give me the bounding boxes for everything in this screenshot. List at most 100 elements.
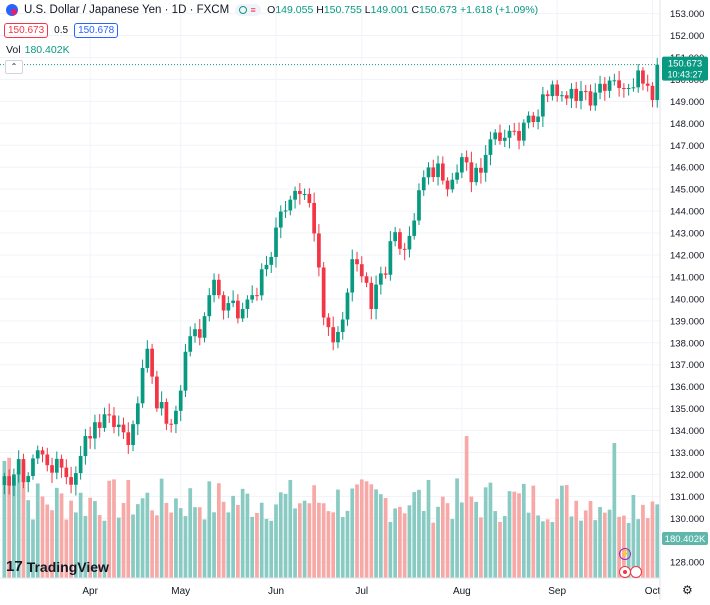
volume-bar [135,504,140,578]
candle-body [250,295,255,300]
volume-bar [650,501,655,578]
volume-bar [507,491,512,578]
candle-body [412,220,417,236]
candle-body [240,308,245,319]
lightning-icon[interactable]: ⚡ [619,548,631,560]
volume-bar [545,519,550,578]
volume-bar [331,512,336,578]
volume-legend[interactable]: Vol 180.402K [6,44,70,56]
candle-body [541,94,545,117]
candle-body [393,232,397,242]
volume-bar [598,506,602,578]
volume-bar [436,506,440,578]
y-tick-label: 149.000 [670,97,704,108]
settings-gear-icon[interactable]: ⚙ [682,583,693,597]
x-tick-label: Oct [645,586,661,597]
candle-body [436,163,440,178]
y-tick-label: 146.000 [670,163,704,174]
candle-body [531,115,536,122]
volume-bar [455,478,459,578]
volume-bar [588,501,593,578]
volume-bar [264,518,269,578]
spread-value: 0.5 [54,25,69,36]
candle-body [107,414,112,416]
candle-body [102,414,107,428]
volume-bar [54,487,59,578]
volume-axis-box [662,532,708,545]
candle-body [131,424,135,446]
candle-body [507,130,512,138]
candle-body [145,348,150,369]
symbol-legend[interactable]: U.S. Dollar / Japanese Yen · 1D · FXCM ≡… [6,4,538,16]
volume-bar [374,489,378,578]
candle-body [188,336,193,352]
candle-body [35,450,40,459]
candle-body [588,91,593,106]
volume-bar [307,503,312,578]
volume-bar [459,502,464,578]
candle-body [21,459,26,483]
candle-body [54,458,59,473]
volume-bar [88,497,93,578]
volume-bar [479,517,483,578]
volume-bar [140,498,145,578]
candle-body [231,300,235,304]
x-tick-label: Apr [82,586,98,597]
volume-bar [631,494,636,578]
volume-bar [431,522,436,578]
candle-body [645,83,650,86]
volume-bar [636,519,641,578]
volume-bar [641,504,645,578]
candle-body [469,162,474,183]
trade-buttons[interactable]: 150.673 0.5 150.678 [4,23,119,38]
candle-body [112,415,116,428]
candle-body [64,467,69,478]
candle-body [564,95,569,99]
flag-marker-icon[interactable] [630,566,642,578]
volume-bar [645,518,650,578]
candle-body [2,476,7,485]
candle-body [297,190,302,194]
candle-body [226,303,231,311]
tradingview-logo[interactable]: 17 TradingView [6,558,109,575]
y-tick-label: 139.000 [670,316,704,327]
candle-body [274,227,278,257]
volume-bar [131,514,135,578]
candle-body [321,267,326,318]
volume-bar [469,496,474,578]
volume-bar [326,511,331,578]
buy-button[interactable]: 150.678 [74,23,119,38]
volume-bar [393,508,397,578]
market-open-icon [239,6,248,14]
candle-body [336,332,340,343]
candle-body [140,368,145,404]
candle-body [78,456,83,474]
collapse-legend-button[interactable]: ⌃ [5,60,23,74]
volume-bar [426,479,431,578]
volume-bar [78,492,83,578]
symbol-title[interactable]: U.S. Dollar / Japanese Yen · 1D · FXCM [24,4,230,16]
candle-body [178,390,183,411]
candle-body [464,157,469,163]
candle-body [474,167,479,183]
volume-bar [474,501,479,578]
sell-button[interactable]: 150.673 [4,23,49,38]
candle-body [97,422,102,428]
volume-axis-label: 180.402K [665,534,706,545]
candle-body [207,295,212,317]
candle-body [12,474,16,486]
volume-bar [278,492,283,578]
volume-bar [517,493,521,578]
candle-body [83,436,88,457]
x-tick-label: Jul [355,586,368,597]
candle-body [612,80,617,82]
candle-body [93,422,97,439]
market-status-indicator[interactable]: ≡ [235,4,262,16]
volume-bar [7,457,12,578]
candle-body [45,454,50,466]
candle-body [364,276,369,283]
volume-bar [521,483,526,578]
last-price-box [662,56,708,81]
